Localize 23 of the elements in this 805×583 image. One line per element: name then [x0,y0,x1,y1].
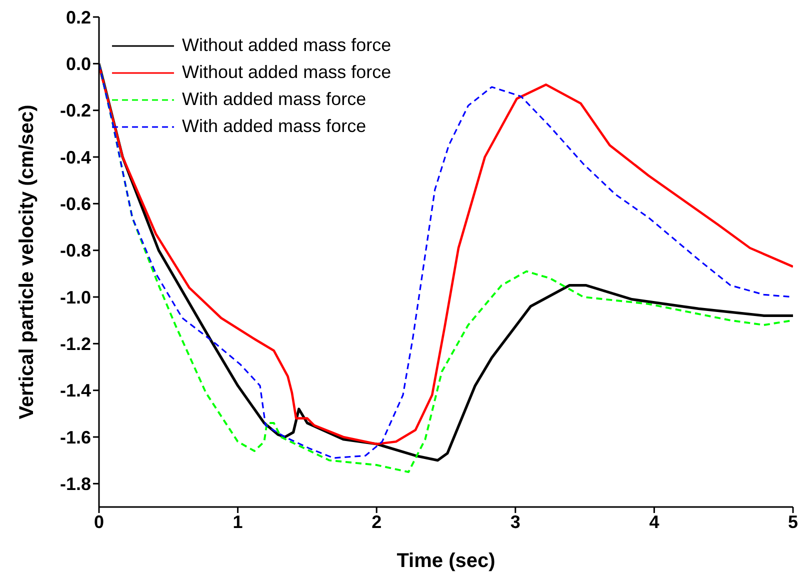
x-tick-label: 0 [94,512,104,532]
y-tick-label: 0.2 [66,7,91,28]
legend-label: With added mass force [182,88,366,111]
legend-label: With added mass force [182,115,366,138]
x-tick-label: 1 [232,512,243,532]
x-axis-title: Time (sec) [396,550,496,572]
y-tick-label: -1.2 [60,334,91,354]
y-tick-label: -0.6 [60,194,91,214]
y-tick-label: -1.0 [60,287,91,308]
y-tick-label: -1.6 [60,427,91,448]
x-tick-label: 5 [788,512,798,532]
y-tick-label: -1.4 [60,380,91,401]
y-tick-label: -0.8 [60,240,91,261]
legend-label: Without added mass force [182,34,392,57]
y-tick-label: -1.8 [60,474,91,494]
y-tick-label: 0.0 [66,54,91,74]
y-tick-label: -0.2 [60,100,91,121]
legend-label: Without added mass force [182,61,392,84]
y-tick-label: -0.4 [60,147,91,168]
y-axis-title: Vertical particle velocity (cm/sec) [16,104,38,420]
x-tick-label: 2 [372,512,382,532]
x-tick-label: 4 [649,512,660,532]
x-tick-label: 3 [510,512,520,532]
